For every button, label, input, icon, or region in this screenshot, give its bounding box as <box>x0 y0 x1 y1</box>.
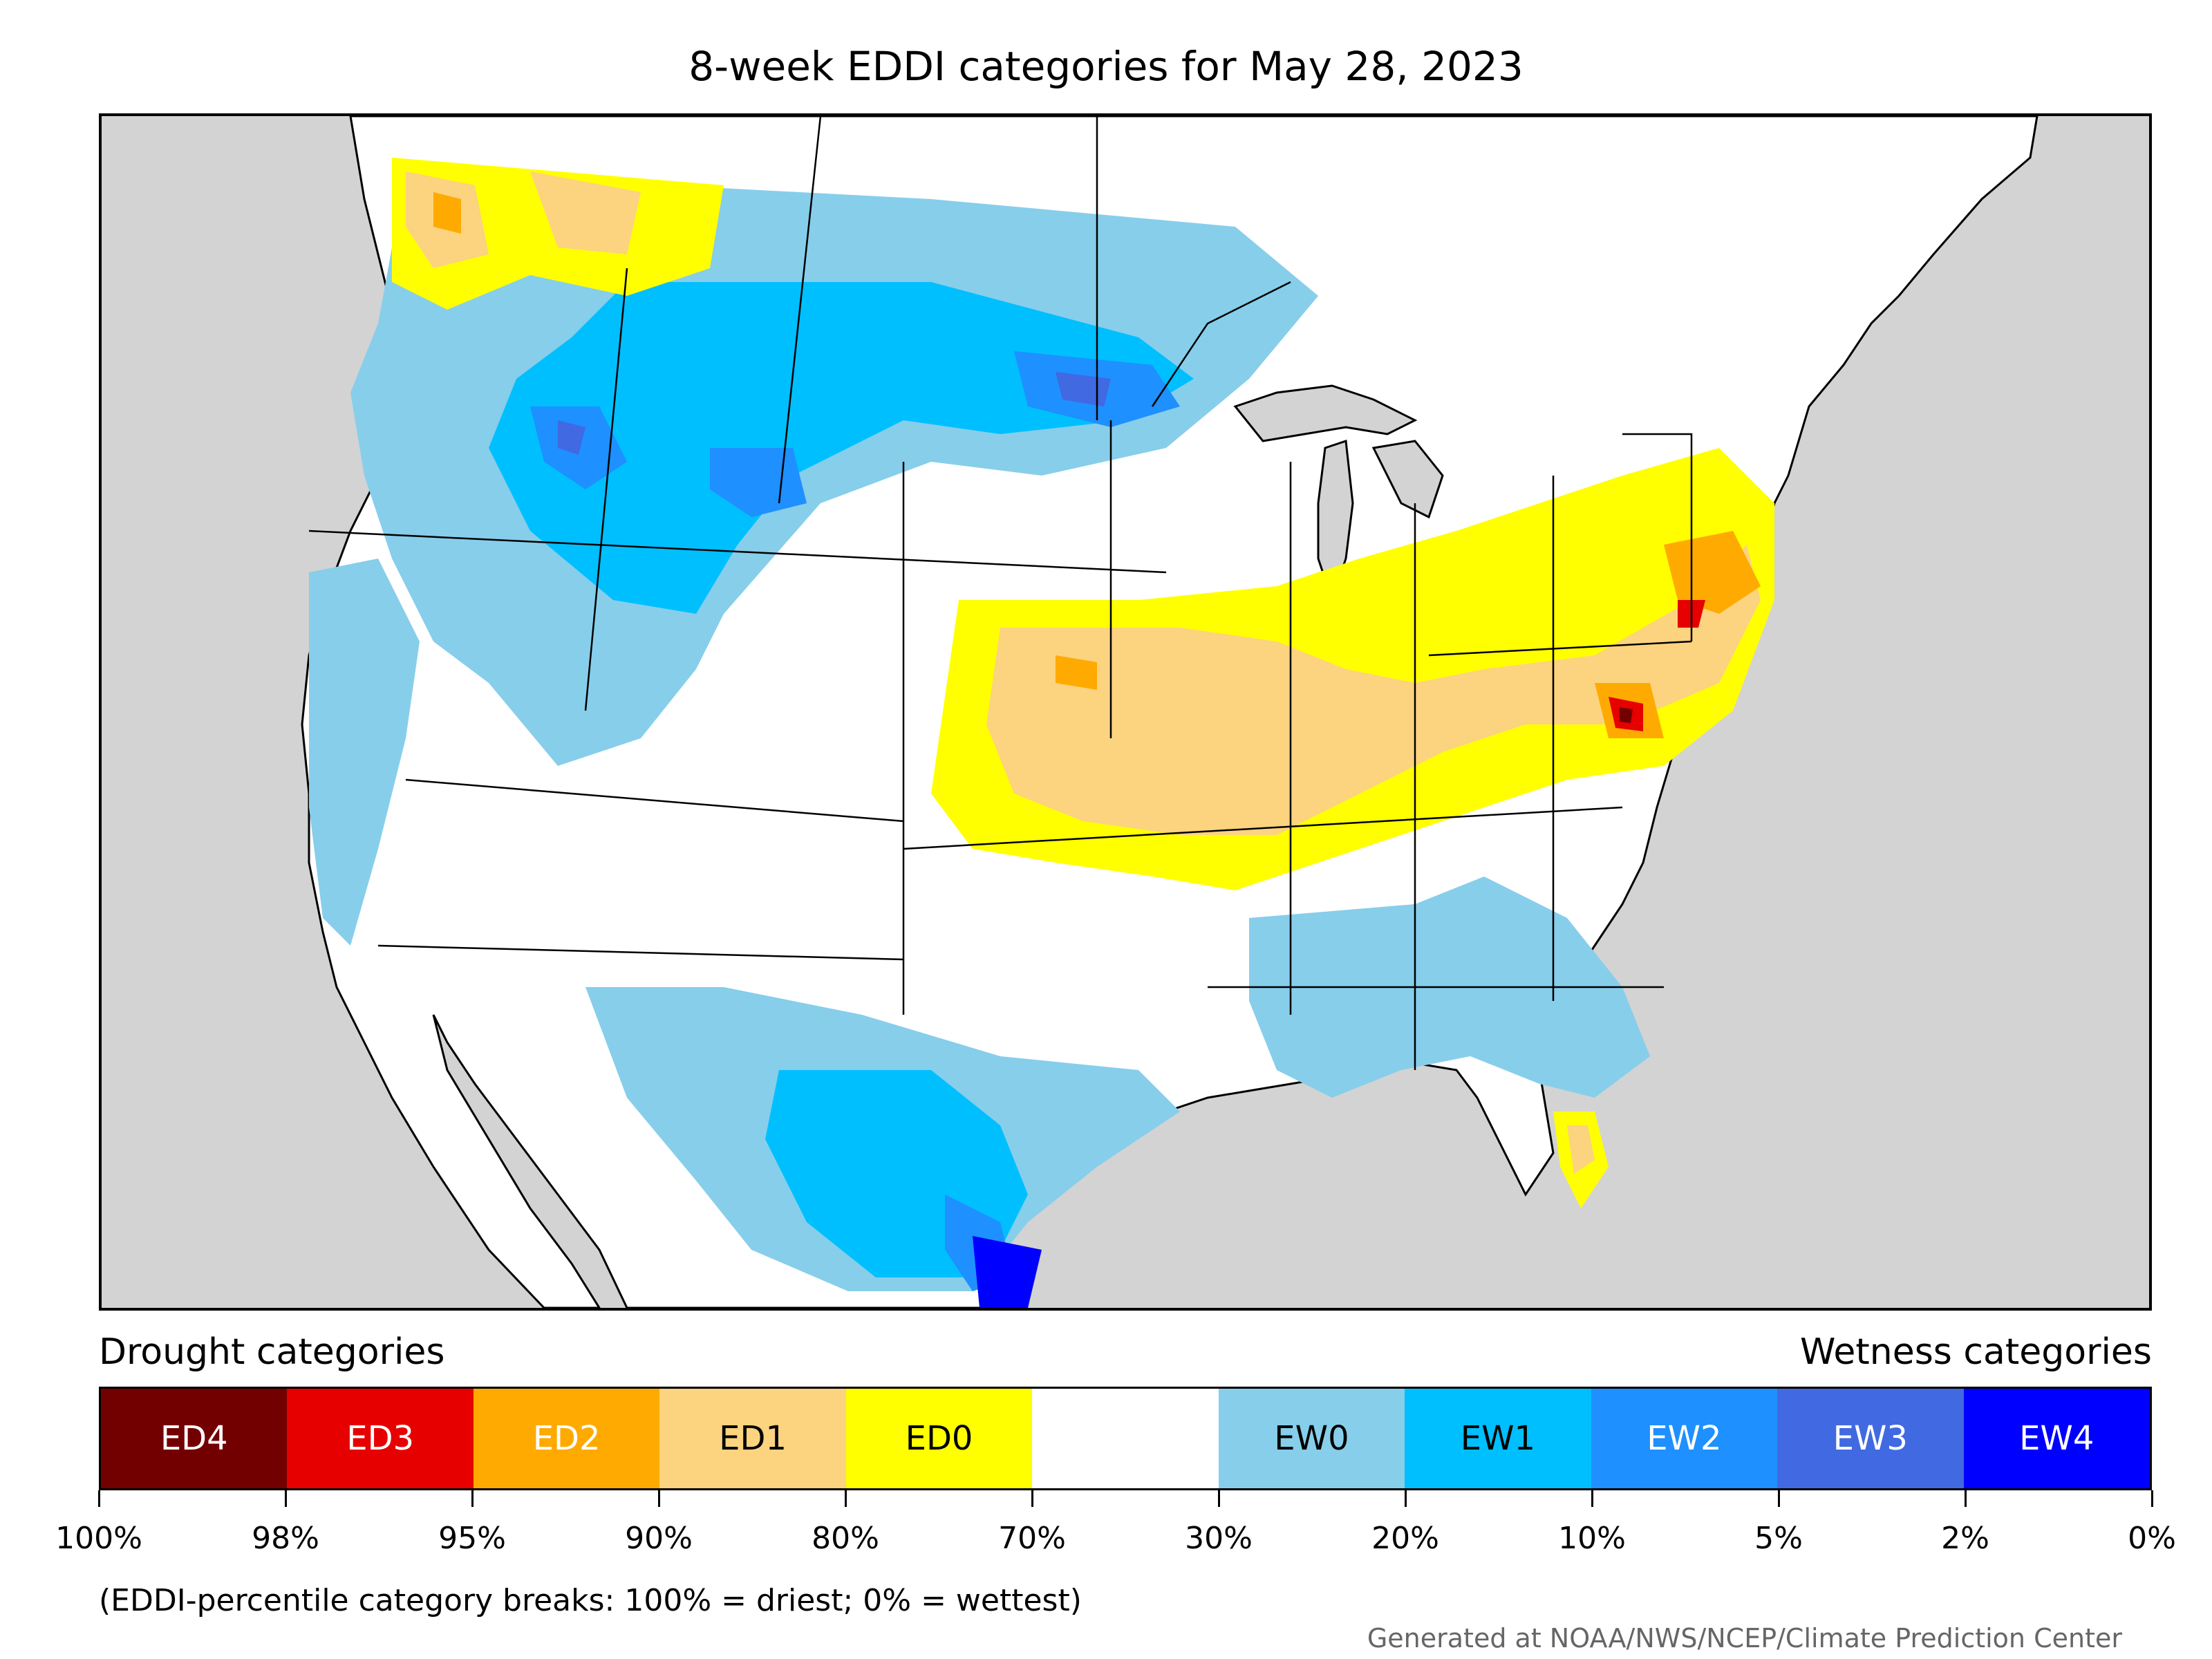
colorbar-tick-label: 10% <box>1558 1521 1626 1556</box>
category-note: (EDDI-percentile category breaks: 100% =… <box>99 1583 1082 1618</box>
colorbar-tick-label: 20% <box>1371 1521 1439 1556</box>
category-ed3: ED3 <box>287 1389 474 1488</box>
colorbar-tick <box>1964 1490 1967 1507</box>
colorbar-tick <box>1031 1490 1033 1507</box>
colorbar-tick <box>1217 1490 1220 1507</box>
category-ed0: ED0 <box>845 1389 1033 1488</box>
category-ew1: EW1 <box>1405 1389 1591 1488</box>
colorbar-tick-label: 80% <box>812 1521 879 1556</box>
map-panel <box>99 113 2152 1311</box>
colorbar-ticks <box>97 1490 2153 1511</box>
colorbar-tick-label: 70% <box>998 1521 1066 1556</box>
category-normal <box>1032 1389 1219 1488</box>
eddi-shading <box>309 158 1774 1308</box>
category-ed4: ED4 <box>101 1389 288 1488</box>
eddi-map <box>301 116 2038 1308</box>
category-ew3: EW3 <box>1777 1389 1964 1488</box>
colorbar-tick <box>1777 1490 1780 1507</box>
colorbar-tick-label: 98% <box>252 1521 319 1556</box>
colorbar-tick-label: 95% <box>438 1521 506 1556</box>
state-boundaries <box>308 116 1693 1070</box>
colorbar-tick <box>657 1490 660 1507</box>
category-ew2: EW2 <box>1591 1389 1778 1488</box>
colorbar-tick-label: 5% <box>1754 1521 1803 1556</box>
colorbar-tick <box>284 1490 287 1507</box>
colorbar-tick <box>2150 1490 2153 1507</box>
colorbar-tick-label: 2% <box>1941 1521 1989 1556</box>
colorbar-tick-label: 0% <box>2128 1521 2176 1556</box>
colorbar-tick <box>471 1490 474 1507</box>
colorbar-tick <box>97 1490 100 1507</box>
category-ew4: EW4 <box>1963 1389 2150 1488</box>
colorbar-tick-label: 90% <box>625 1521 693 1556</box>
map-title: 8-week EDDI categories for May 28, 2023 <box>688 43 1524 90</box>
colorbar-tick <box>1404 1490 1407 1507</box>
wetness-categories-title: Wetness categories <box>1800 1331 2152 1373</box>
colorbar-tick-label: 100% <box>55 1521 142 1556</box>
category-ew0: EW0 <box>1218 1389 1405 1488</box>
category-colorbar: ED4 ED3 ED2 ED1 ED0 EW0 EW1 EW2 EW3 EW4 <box>99 1387 2152 1490</box>
category-ed1: ED1 <box>659 1389 846 1488</box>
colorbar-tick <box>844 1490 847 1507</box>
drought-categories-title: Drought categories <box>99 1331 445 1373</box>
category-ed2: ED2 <box>473 1389 660 1488</box>
colorbar-tick <box>1591 1490 1593 1507</box>
colorbar-tick-label: 30% <box>1185 1521 1253 1556</box>
credit-text: Generated at NOAA/NWS/NCEP/Climate Predi… <box>1367 1623 2122 1653</box>
